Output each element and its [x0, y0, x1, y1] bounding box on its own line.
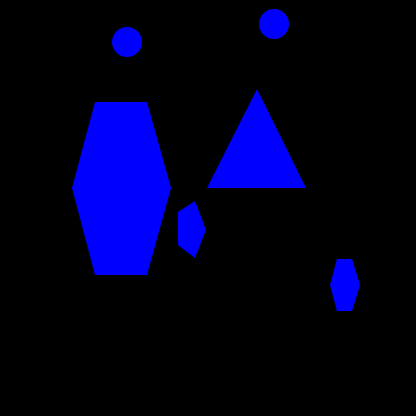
small-hexagon-right [330, 259, 360, 311]
circle-top-left [112, 27, 142, 57]
large-hexagon [72, 102, 171, 275]
small-hexagon-center [178, 201, 206, 258]
circle-top-right [259, 9, 289, 39]
triangle [207, 89, 306, 188]
